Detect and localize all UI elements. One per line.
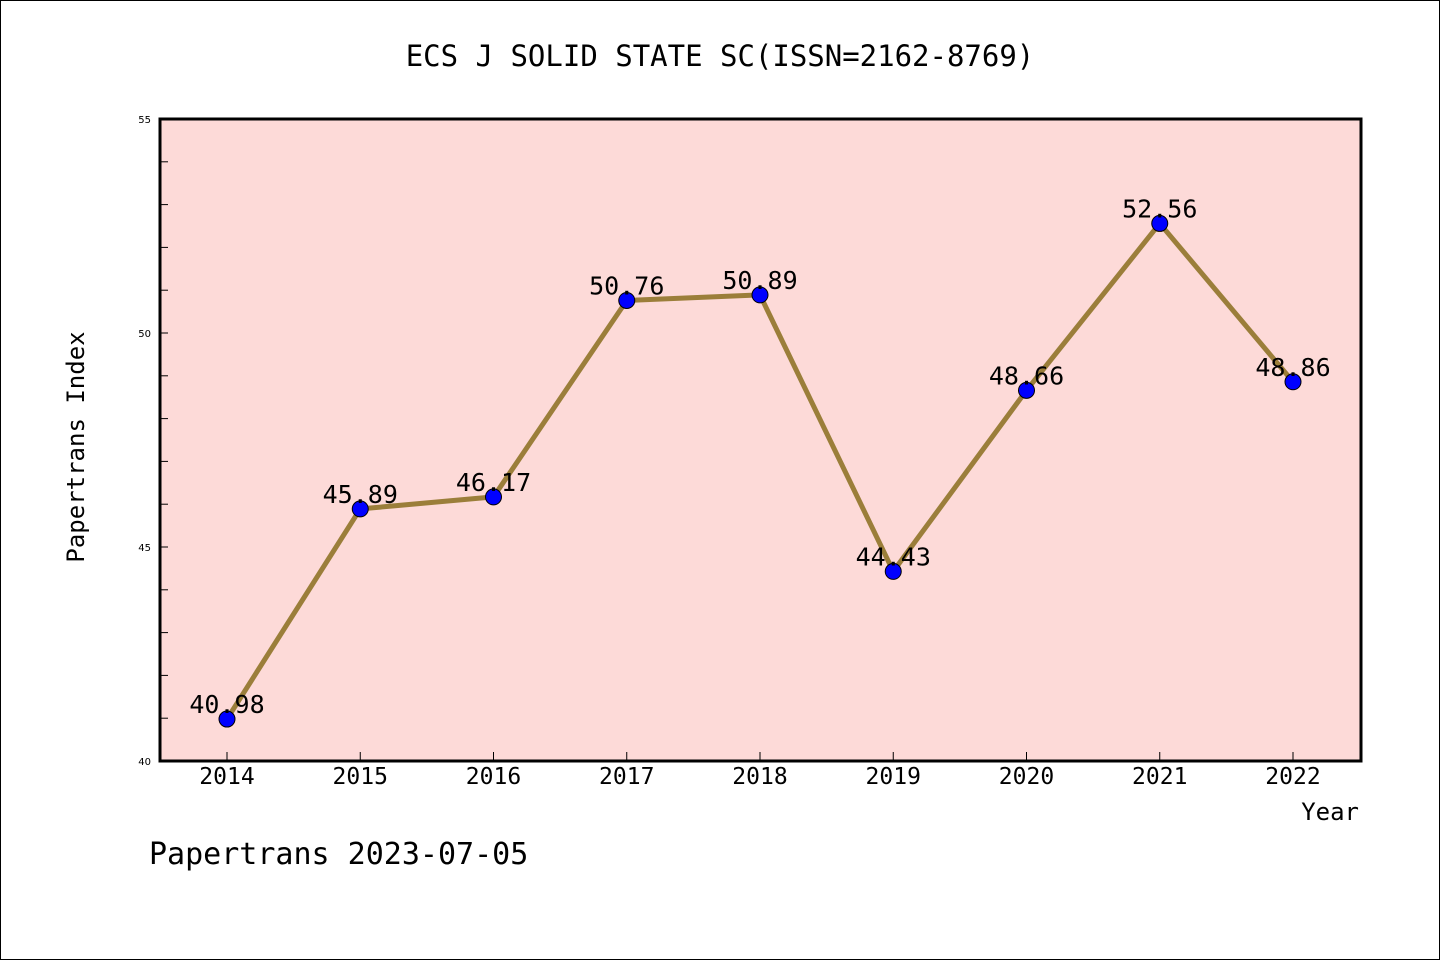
x-tick-label: 2018 bbox=[732, 764, 787, 790]
data-point bbox=[1284, 373, 1302, 391]
x-tick-label: 2020 bbox=[999, 764, 1054, 790]
y-tick-label: 50 bbox=[138, 329, 151, 340]
data-point bbox=[1018, 381, 1035, 399]
data-label: 48.66 bbox=[989, 361, 1064, 390]
data-point bbox=[884, 562, 902, 580]
y-axis-ticks: 40 45 50 55 bbox=[138, 115, 168, 768]
data-label: 48.86 bbox=[1255, 353, 1330, 382]
x-tick-label: 2019 bbox=[866, 764, 921, 790]
x-tick-label: 2021 bbox=[1132, 764, 1187, 790]
x-axis-ticks: 2014 2015 2016 2017 2018 2019 2020 2021 2022 bbox=[199, 752, 1321, 790]
x-tick-label: 2016 bbox=[466, 764, 521, 790]
chart-title: ECS J SOLID STATE SC(ISSN=2162-8769) bbox=[406, 39, 1035, 73]
data-label: 50.76 bbox=[589, 271, 664, 300]
data-markers bbox=[218, 214, 1302, 728]
data-point bbox=[751, 286, 769, 304]
data-label: 40.98 bbox=[189, 690, 264, 719]
data-label: 46.17 bbox=[456, 468, 531, 497]
x-tick-label: 2022 bbox=[1265, 764, 1320, 790]
credit-footer: Papertrans 2023-07-05 bbox=[149, 837, 528, 872]
data-label: 44.43 bbox=[856, 542, 931, 571]
data-labels: 40.98 45.89 46.17 50.76 50.89 44.43 48.66 52.56… bbox=[189, 194, 1330, 719]
x-tick-label: 2015 bbox=[333, 764, 388, 790]
y-tick-label: 55 bbox=[138, 115, 151, 126]
y-axis-label: Papertrans Index bbox=[62, 331, 90, 562]
x-tick-label: 2017 bbox=[599, 764, 654, 790]
data-point bbox=[351, 500, 369, 518]
x-axis-label: Year bbox=[1301, 798, 1359, 826]
y-tick-label: 40 bbox=[138, 757, 151, 768]
data-point bbox=[218, 710, 236, 728]
y-tick-label: 45 bbox=[138, 543, 151, 554]
data-point bbox=[1151, 214, 1169, 232]
data-label: 52.56 bbox=[1122, 194, 1197, 223]
data-point bbox=[485, 488, 502, 506]
data-label: 45.89 bbox=[323, 480, 398, 509]
data-point bbox=[618, 291, 636, 309]
x-tick-label: 2014 bbox=[199, 764, 254, 790]
data-label: 50.89 bbox=[722, 266, 797, 295]
